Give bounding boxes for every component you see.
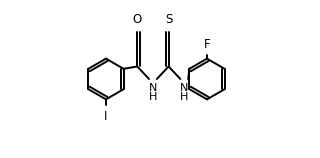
Text: S: S [165,13,172,26]
Text: F: F [204,38,210,51]
Text: N
H: N H [180,83,188,102]
Text: N
H: N H [149,83,157,102]
Text: O: O [133,13,142,26]
Text: I: I [104,109,108,123]
